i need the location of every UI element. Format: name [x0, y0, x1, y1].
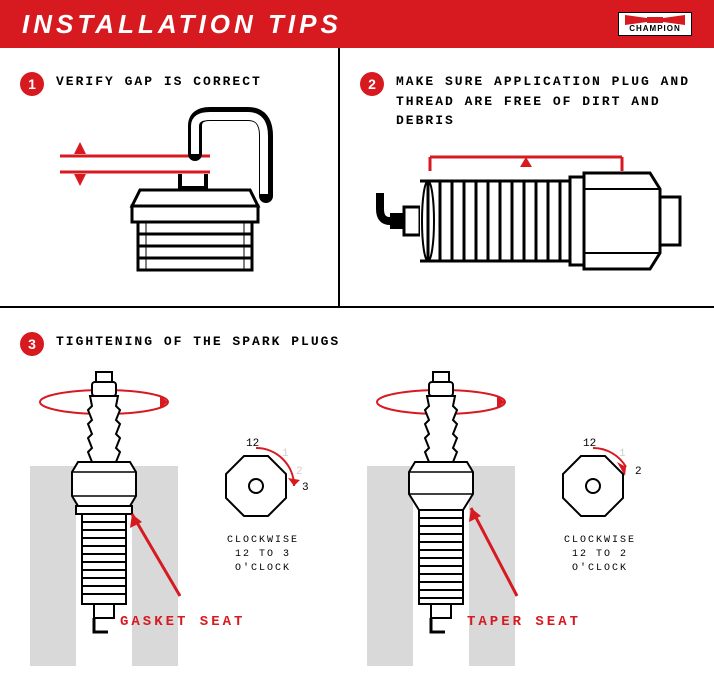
step-3-head: 3 TIGHTENING OF THE SPARK PLUGS: [20, 332, 694, 356]
step-2-number: 2: [360, 72, 384, 96]
header-bar: INSTALLATION TIPS CHAMPION: [0, 0, 714, 48]
thread-diagram: [360, 131, 700, 301]
tick-12: 12: [246, 438, 259, 450]
tick-2: 2: [296, 466, 303, 478]
step-3-text: TIGHTENING OF THE SPARK PLUGS: [56, 332, 340, 352]
step-1-text: VERIFY GAP IS CORRECT: [56, 72, 262, 92]
tick-2-r: 2: [635, 466, 642, 478]
panel-tightening: 3 TIGHTENING OF THE SPARK PLUGS: [0, 308, 714, 686]
champion-logo: CHAMPION: [618, 12, 692, 36]
tick-1: 1: [282, 448, 289, 460]
gasket-seat-label: GASKET SEAT: [120, 614, 245, 630]
gap-diagram: [20, 96, 320, 286]
taper-seat-panel: 12 1 2 CLOCKWISE 12 TO 2 O'CLOCK TAPER S…: [357, 366, 694, 676]
gasket-seat-panel: 12 1 2 3 CLOCKWISE 12 TO 3 O'CLOCK GASKE…: [20, 366, 357, 676]
tick-12-r: 12: [583, 438, 596, 450]
tick-1-r: 1: [619, 448, 626, 460]
bottom-panels: 12 1 2 3 CLOCKWISE 12 TO 3 O'CLOCK GASKE…: [20, 366, 694, 676]
step-2-text: MAKE SURE APPLICATION PLUG AND THREAD AR…: [396, 72, 700, 131]
step-1-number: 1: [20, 72, 44, 96]
clock-label-left: CLOCKWISE 12 TO 3 O'CLOCK: [218, 534, 308, 576]
taper-seat-label: TAPER SEAT: [467, 614, 581, 630]
clock-label-right: CLOCKWISE 12 TO 2 O'CLOCK: [555, 534, 645, 576]
panel-clean-thread: 2 MAKE SURE APPLICATION PLUG AND THREAD …: [340, 48, 714, 306]
logo-text: CHAMPION: [629, 25, 681, 33]
panel-verify-gap: 1 VERIFY GAP IS CORRECT: [0, 48, 340, 306]
tick-3: 3: [302, 482, 309, 494]
step-3-number: 3: [20, 332, 44, 356]
top-row: 1 VERIFY GAP IS CORRECT: [0, 48, 714, 308]
header-title: INSTALLATION TIPS: [22, 9, 342, 40]
step-1-head: 1 VERIFY GAP IS CORRECT: [20, 72, 318, 96]
step-2-head: 2 MAKE SURE APPLICATION PLUG AND THREAD …: [360, 72, 700, 131]
